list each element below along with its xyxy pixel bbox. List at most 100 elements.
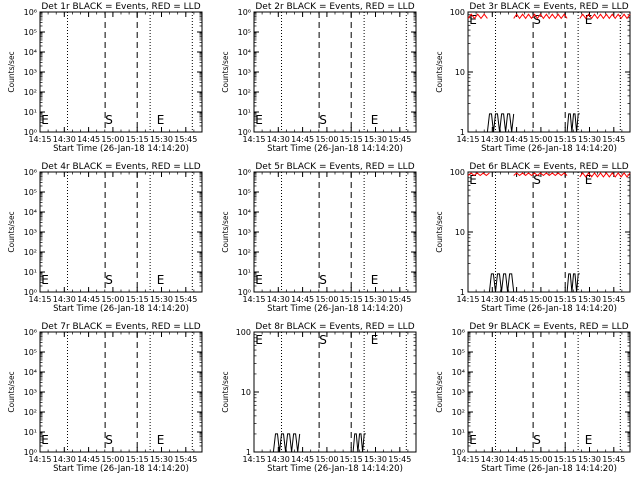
panel-title: Det 5r BLACK = Events, RED = LLD xyxy=(255,162,414,172)
end-marker-left: E xyxy=(255,113,263,127)
x-tick-label: 14:30 xyxy=(481,455,504,464)
x-tick-label: 14:45 xyxy=(77,455,100,464)
y-tick-label: 10¹ xyxy=(452,428,465,437)
start-marker: S xyxy=(533,433,541,447)
y-tick-label: 100 xyxy=(450,168,465,177)
end-marker-right: E xyxy=(157,433,165,447)
y-axis-label: Counts/sec xyxy=(221,371,230,412)
panel-title: Det 8r BLACK = Events, RED = LLD xyxy=(255,322,414,332)
plot-frame xyxy=(253,171,417,293)
y-tick-label: 10³ xyxy=(24,68,37,77)
y-tick-label: 10⁵ xyxy=(24,188,37,197)
lld-series xyxy=(513,172,568,177)
end-marker-left: E xyxy=(255,333,263,347)
y-tick-label: 10³ xyxy=(238,68,251,77)
chart-panel-9: Det 9r BLACK = Events, RED = LLD 10⁰ 10¹ 10… xyxy=(435,322,631,474)
x-tick-label: 14:30 xyxy=(53,295,76,304)
y-tick-label: 10⁵ xyxy=(24,348,37,357)
plot-frame xyxy=(39,331,203,453)
y-tick-label: 10⁵ xyxy=(238,188,251,197)
panel-title: Det 4r BLACK = Events, RED = LLD xyxy=(41,162,200,172)
end-marker-left: E xyxy=(469,173,477,187)
lld-series xyxy=(467,13,488,20)
y-tick-label: 10³ xyxy=(238,228,251,237)
x-tick-label: 14:15 xyxy=(456,135,479,144)
plot-frame xyxy=(253,331,417,453)
y-axis-label: Counts/sec xyxy=(7,211,16,252)
y-tick-label: 10² xyxy=(24,88,37,97)
y-axis-label: Counts/sec xyxy=(435,371,444,412)
y-tick-label: 10⁴ xyxy=(452,368,465,377)
x-tick-label: 15:45 xyxy=(388,135,411,144)
start-marker: S xyxy=(105,433,113,447)
x-axis-label: Start Time (26-Jan-18 14:14:20) xyxy=(53,144,189,154)
chart-panel-6: Det 6r BLACK = Events, RED = LLD 1 10 100 14… xyxy=(435,162,631,314)
x-tick-label: 15:00 xyxy=(101,135,124,144)
y-tick-label: 10⁶ xyxy=(24,8,37,17)
x-tick-label: 15:45 xyxy=(388,295,411,304)
x-tick-label: 15:15 xyxy=(554,455,577,464)
x-axis-label: Start Time (26-Jan-18 14:14:20) xyxy=(53,304,189,314)
y-tick-label: 10⁶ xyxy=(24,168,37,177)
x-tick-label: 14:45 xyxy=(505,455,528,464)
x-tick-label: 15:45 xyxy=(388,455,411,464)
x-tick-label: 14:45 xyxy=(291,135,314,144)
plot-frame xyxy=(39,171,203,293)
x-tick-label: 14:45 xyxy=(291,295,314,304)
y-tick-label: 10³ xyxy=(452,388,465,397)
x-tick-label: 15:30 xyxy=(578,135,601,144)
end-marker-left: E xyxy=(41,433,49,447)
x-tick-label: 14:45 xyxy=(77,295,100,304)
start-marker: S xyxy=(319,273,327,287)
panel-title: Det 9r BLACK = Events, RED = LLD xyxy=(469,322,628,332)
lld-series xyxy=(579,172,631,178)
x-axis-label: Start Time (26-Jan-18 14:14:20) xyxy=(53,464,189,474)
x-tick-label: 14:30 xyxy=(53,135,76,144)
x-tick-label: 15:00 xyxy=(101,295,124,304)
lld-series xyxy=(513,13,568,20)
y-tick-label: 10⁰ xyxy=(238,128,251,137)
x-tick-label: 14:45 xyxy=(291,455,314,464)
events-series xyxy=(272,433,301,453)
y-tick-label: 10¹ xyxy=(24,428,37,437)
y-tick-label: 10¹ xyxy=(238,108,251,117)
y-tick-label: 10² xyxy=(452,408,465,417)
events-series xyxy=(486,113,515,133)
y-tick-label: 10⁰ xyxy=(24,288,37,297)
plot-frame xyxy=(39,11,203,133)
y-tick-label: 1 xyxy=(460,128,465,137)
y-axis-label: Counts/sec xyxy=(435,211,444,252)
end-marker-left: E xyxy=(469,433,477,447)
x-tick-label: 15:30 xyxy=(150,455,173,464)
end-marker-left: E xyxy=(469,13,477,27)
x-tick-label: 15:45 xyxy=(602,135,625,144)
start-marker: S xyxy=(319,333,327,347)
y-tick-label: 10⁵ xyxy=(24,28,37,37)
events-series xyxy=(488,273,515,293)
chart-panel-3: Det 3r BLACK = Events, RED = LLD 1 10 100 14… xyxy=(435,2,631,154)
x-tick-label: 15:00 xyxy=(315,135,338,144)
chart-panel-1: Det 1r BLACK = Events, RED = LLD 10⁰ 10¹ 10… xyxy=(7,2,203,154)
y-axis-label: Counts/sec xyxy=(7,371,16,412)
end-marker-right: E xyxy=(371,273,379,287)
y-tick-label: 10³ xyxy=(24,388,37,397)
x-tick-label: 15:45 xyxy=(174,295,197,304)
start-marker: S xyxy=(533,173,541,187)
end-marker-right: E xyxy=(371,333,379,347)
end-marker-right: E xyxy=(585,433,593,447)
end-marker-right: E xyxy=(157,273,165,287)
x-tick-label: 15:30 xyxy=(364,135,387,144)
x-tick-label: 15:30 xyxy=(150,135,173,144)
x-tick-label: 14:30 xyxy=(267,135,290,144)
y-tick-label: 10 xyxy=(241,388,251,397)
x-axis-label: Start Time (26-Jan-18 14:14:20) xyxy=(267,304,403,314)
x-tick-label: 14:30 xyxy=(267,295,290,304)
start-marker: S xyxy=(105,273,113,287)
x-tick-label: 15:45 xyxy=(602,455,625,464)
y-axis-label: Counts/sec xyxy=(221,211,230,252)
y-tick-label: 10⁵ xyxy=(238,28,251,37)
x-tick-label: 15:45 xyxy=(174,455,197,464)
plot-frame xyxy=(467,11,631,133)
x-tick-label: 14:15 xyxy=(242,455,265,464)
end-marker-right: E xyxy=(371,113,379,127)
